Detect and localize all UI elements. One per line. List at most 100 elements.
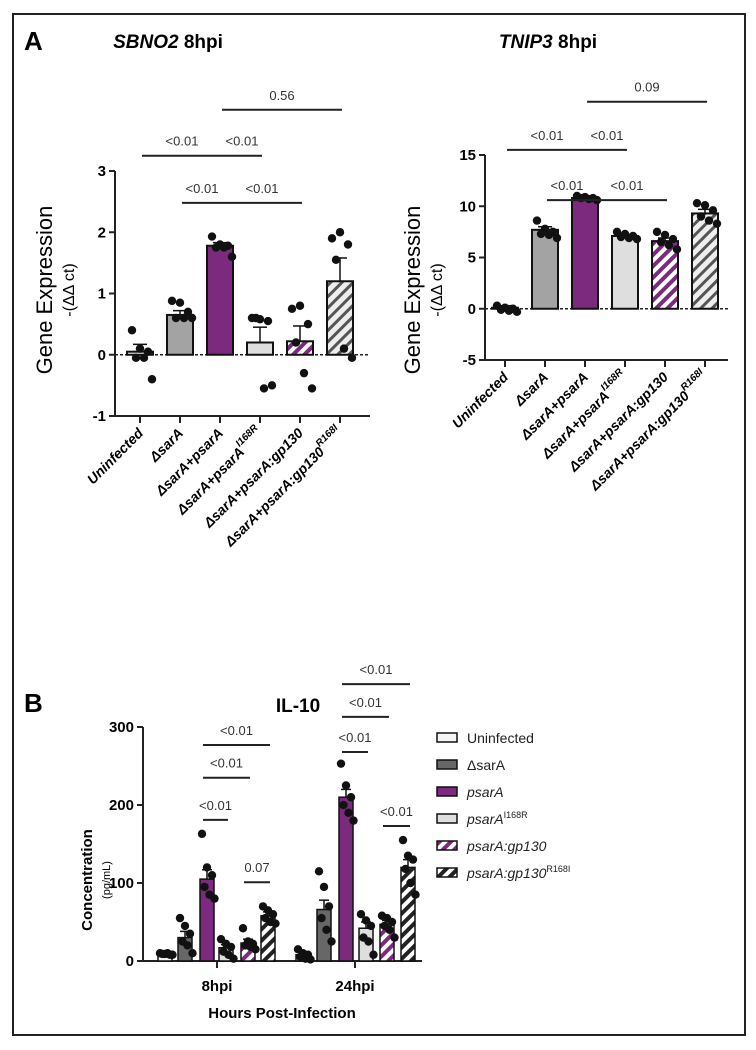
- data-point: [131, 353, 141, 363]
- bar: [571, 197, 599, 310]
- data-point: [335, 228, 345, 237]
- y-tick-label: 200: [109, 797, 134, 814]
- data-point: [226, 942, 236, 952]
- data-point: [401, 864, 410, 874]
- data-point: [624, 233, 634, 243]
- y-axis-sublabel: (pg/mL): [101, 861, 113, 899]
- x-tick-label: 24hpi: [335, 978, 374, 995]
- y-tick-label: 10: [459, 198, 476, 215]
- legend-swatch: [436, 786, 458, 797]
- data-point: [211, 243, 221, 252]
- data-point: [303, 319, 313, 329]
- tnip3-chart: TNIP3 8hpi -5 0 5 10 15 Gene Expression -(ΔΔ ct…: [400, 32, 728, 494]
- data-point: [295, 301, 305, 310]
- data-point: [187, 313, 197, 323]
- chart-title-gene: SBNO2: [113, 32, 179, 53]
- data-point: [616, 232, 626, 242]
- data-point: [180, 921, 190, 931]
- p-value-label: <0.01: [220, 723, 253, 738]
- chart-title-gene: TNIP3: [499, 32, 553, 53]
- data-point: [259, 384, 269, 393]
- y-tick-label: 0: [98, 347, 106, 364]
- chart-title: SBNO2 8hpi: [113, 32, 223, 53]
- data-point: [171, 313, 181, 323]
- x-axis-label: Hours Post-Infection: [208, 1005, 356, 1022]
- y-axis-label: Gene Expression: [32, 206, 57, 375]
- data-point: [267, 381, 277, 390]
- data-point: [385, 925, 394, 934]
- data-point: [672, 245, 682, 254]
- data-point: [584, 194, 594, 204]
- legend-entry-text: psarA:gp130: [466, 838, 547, 854]
- data-point: [364, 937, 373, 946]
- data-point: [319, 882, 329, 892]
- data-point: [324, 902, 334, 911]
- data-point: [322, 925, 331, 934]
- y-tick-label: 15: [459, 147, 476, 164]
- p-value-label: <0.01: [551, 178, 584, 193]
- y-tick-label: -1: [93, 408, 106, 425]
- data-point: [307, 384, 317, 393]
- data-point: [692, 198, 702, 208]
- data-point: [369, 950, 378, 959]
- data-point: [660, 230, 670, 240]
- bar: [326, 280, 354, 356]
- p-value-label: <0.01: [226, 134, 259, 149]
- p-value-label: <0.01: [210, 756, 243, 771]
- legend-entry: Uninfected: [467, 730, 534, 746]
- data-point: [227, 252, 237, 261]
- chart-title: TNIP3 8hpi: [499, 32, 597, 53]
- data-point: [175, 298, 185, 307]
- x-tick-label: Uninfected: [84, 424, 147, 487]
- legend-entry-superscript: I168R: [504, 810, 529, 820]
- bar: [206, 244, 234, 356]
- p-value-label: <0.01: [339, 730, 372, 745]
- legend-entry-text: Uninfected: [467, 730, 534, 746]
- data-point: [346, 793, 356, 802]
- legend-swatch: [436, 867, 458, 878]
- legend-entry-superscript: R168I: [546, 864, 570, 874]
- y-tick-label: 100: [109, 875, 134, 892]
- x-tick-label-superscript: R168I: [679, 367, 706, 394]
- x-tick-label: Uninfected: [449, 368, 512, 431]
- p-value-label: <0.01: [611, 178, 644, 193]
- x-tick-label-superscript: I168R: [599, 366, 626, 393]
- chart-title: IL-10: [276, 696, 320, 717]
- data-point: [268, 910, 278, 919]
- data-point: [664, 241, 674, 250]
- p-value-label: <0.01: [166, 134, 199, 149]
- chart-title-time: 8hpi: [179, 32, 223, 53]
- data-point: [299, 368, 309, 378]
- data-point: [411, 890, 420, 899]
- data-point: [202, 863, 212, 872]
- data-point: [496, 305, 506, 314]
- data-point: [632, 234, 642, 244]
- legend-entry: psarA:gp130: [466, 838, 547, 854]
- x-tick-label-superscript: I168R: [234, 422, 261, 449]
- data-point: [552, 233, 562, 243]
- legend-entry-text: psarA:gp130: [466, 865, 547, 881]
- data-point: [327, 234, 337, 243]
- figure-frame: [12, 13, 746, 1036]
- data-point: [238, 924, 248, 933]
- data-point: [339, 800, 348, 810]
- data-point: [344, 808, 353, 817]
- sbno2-chart: SBNO2 8hpi -1 0 1 2 3 Gene Expression -(ΔΔ ct) U…: [32, 32, 370, 550]
- data-point: [207, 871, 217, 880]
- legend-entry-text: psarA: [466, 784, 504, 800]
- y-tick-label: 0: [468, 301, 476, 318]
- legend-swatch: [436, 813, 458, 824]
- data-point: [361, 916, 371, 925]
- data-point: [179, 313, 189, 323]
- data-point: [347, 353, 357, 363]
- data-point: [343, 240, 353, 249]
- y-tick-label: -5: [463, 352, 476, 369]
- data-point: [504, 306, 514, 315]
- legend-swatch: [436, 732, 458, 743]
- panel-label-a: A: [24, 26, 43, 56]
- legend-entry: psarA:gp130R168I: [466, 864, 570, 881]
- data-point: [185, 929, 195, 938]
- x-tick-label: 8hpi: [202, 978, 233, 995]
- legend-entry-text: ΔsarA: [467, 757, 506, 773]
